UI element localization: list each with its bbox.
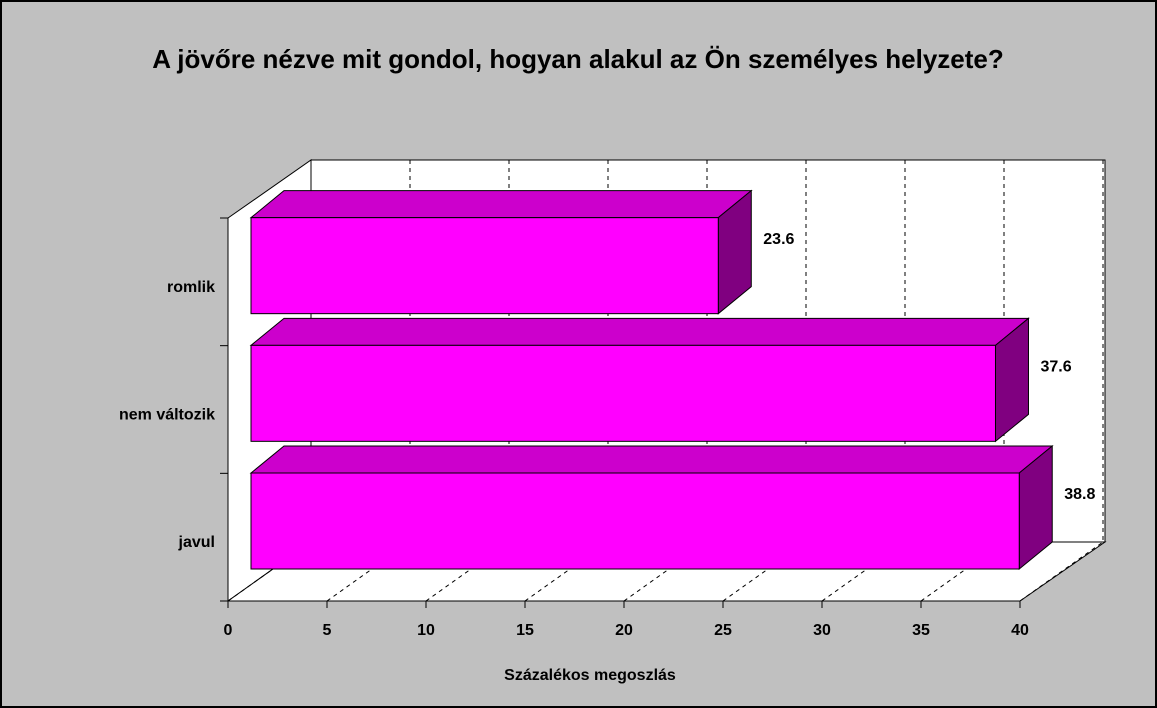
- bar-top: [249, 190, 753, 219]
- grid-line: [425, 541, 510, 602]
- bar: [250, 472, 1020, 570]
- grid-line: [722, 541, 807, 602]
- value-label: 23.6: [763, 231, 794, 248]
- x-tick-label: 25: [714, 622, 732, 639]
- chart-title: A jövőre nézve mit gondol, hogyan alakul…: [152, 44, 1004, 74]
- grid-line: [920, 541, 1005, 602]
- grid-line: [524, 541, 609, 602]
- bar: [250, 217, 719, 315]
- bar: [250, 344, 996, 442]
- x-tick-label: 40: [1011, 622, 1029, 639]
- value-label: 37.6: [1040, 359, 1071, 376]
- value-label: 38.8: [1064, 486, 1095, 503]
- y-tick-label: romlik: [167, 279, 215, 296]
- bar-top: [249, 317, 1030, 346]
- grid-line: [821, 541, 906, 602]
- grid-line: [326, 541, 411, 602]
- x-tick-label: 0: [224, 622, 233, 639]
- grid-line: [227, 541, 312, 602]
- x-tick-label: 20: [615, 622, 633, 639]
- x-tick-label: 10: [417, 622, 435, 639]
- x-tick-label: 5: [323, 622, 332, 639]
- bars: [249, 189, 1054, 571]
- x-tick-label: 15: [516, 622, 534, 639]
- y-tick-label: nem változik: [119, 407, 215, 424]
- x-axis-label: Százalékos megoszlás: [504, 667, 676, 684]
- grid-line: [1019, 541, 1104, 602]
- bar-top: [249, 445, 1054, 474]
- grid: [227, 160, 1104, 602]
- grid-line: [623, 541, 708, 602]
- x-tick-label: 35: [912, 622, 930, 639]
- x-tick-label: 30: [813, 622, 831, 639]
- y-tick-label: javul: [178, 534, 215, 551]
